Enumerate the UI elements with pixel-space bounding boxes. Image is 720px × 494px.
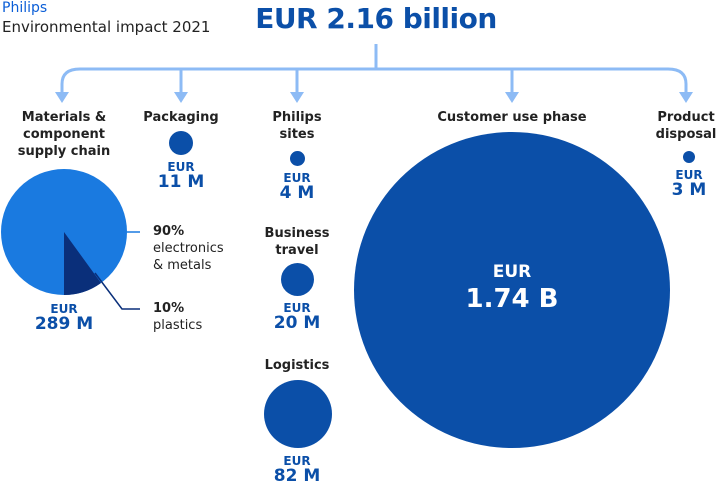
materials-pie-chart <box>1 169 140 310</box>
materials-currency: EUR <box>50 302 78 316</box>
travel-value: 20 M <box>273 313 321 333</box>
brand-name: Philips <box>2 0 48 16</box>
disposal-currency: EUR <box>675 168 703 182</box>
legend-plastics: 10% plastics <box>153 301 203 333</box>
logistics-label: Logistics <box>264 358 330 373</box>
use-phase-bubble <box>354 132 670 448</box>
materials-label: Materials & component supply chain <box>17 110 111 159</box>
total-impact: EUR 2.16 billion <box>255 2 497 35</box>
use-phase-label: Customer use phase <box>437 110 587 125</box>
logistics-currency: EUR <box>283 454 311 468</box>
sites-label: Philips sites <box>272 110 322 142</box>
disposal-bubble <box>683 151 695 163</box>
use-phase-currency: EUR <box>492 262 532 282</box>
travel-bubble <box>281 263 314 296</box>
use-phase-value: 1.74 B <box>465 284 559 314</box>
legend-electronics: 90% electronics & metals <box>153 224 224 273</box>
logistics-value: 82 M <box>273 466 321 486</box>
disposal-value: 3 M <box>671 180 707 200</box>
arrow-disposal-icon <box>679 92 693 103</box>
packaging-label: Packaging <box>143 110 219 125</box>
travel-label: Business travel <box>264 226 330 258</box>
arrow-materials-icon <box>55 92 69 103</box>
materials-value: 289 M <box>34 314 94 334</box>
arrow-use-phase-icon <box>505 92 519 103</box>
packaging-value: 11 M <box>157 172 205 192</box>
arrow-sites-icon <box>290 92 304 103</box>
packaging-bubble <box>169 131 193 155</box>
pie-slice-plastics <box>64 232 101 295</box>
logistics-bubble <box>264 380 332 448</box>
diagram-subtitle: Environmental impact 2021 <box>2 18 211 36</box>
arrow-packaging-icon <box>174 92 188 103</box>
disposal-label: Product disposal <box>655 110 717 142</box>
packaging-currency: EUR <box>167 160 195 174</box>
sites-currency: EUR <box>283 171 311 185</box>
sites-value: 4 M <box>279 183 315 203</box>
travel-currency: EUR <box>283 301 311 315</box>
sites-bubble <box>290 151 305 166</box>
